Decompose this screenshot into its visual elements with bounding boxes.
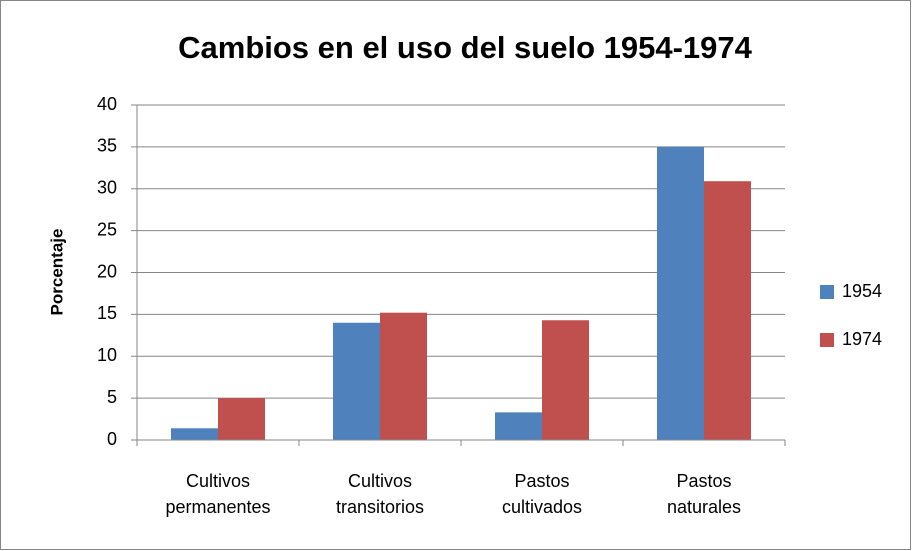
- y-axis-label: Porcentaje: [47, 229, 66, 316]
- y-tick-label: 20: [97, 261, 117, 281]
- x-tick-label: Pastos cultivados: [502, 471, 582, 517]
- legend-label: 1954: [842, 281, 882, 301]
- bar: [542, 320, 589, 440]
- y-tick-label: 25: [97, 219, 117, 239]
- bar: [380, 312, 427, 440]
- y-tick-label: 5: [107, 387, 117, 407]
- x-tick-label: Pastos naturales: [667, 471, 741, 517]
- y-tick-label: 40: [97, 94, 117, 114]
- y-tick-label: 35: [97, 136, 117, 156]
- bar: [171, 428, 218, 440]
- y-tick-label: 0: [107, 429, 117, 449]
- y-tick-label: 15: [97, 303, 117, 323]
- bar: [704, 181, 751, 440]
- legend-swatch: [820, 285, 834, 299]
- legend-swatch: [820, 333, 834, 347]
- bar: [495, 412, 542, 440]
- y-tick-label: 30: [97, 178, 117, 198]
- y-tick-label: 10: [97, 345, 117, 365]
- chart-title: Cambios en el uso del suelo 1954-1974: [178, 30, 753, 65]
- bar: [657, 146, 704, 440]
- bar: [218, 398, 265, 440]
- x-tick-label: Cultivos permanentes: [165, 471, 270, 517]
- bar: [333, 322, 380, 440]
- x-tick-label: Cultivos transitorios: [336, 471, 424, 517]
- legend-label: 1974: [842, 329, 882, 349]
